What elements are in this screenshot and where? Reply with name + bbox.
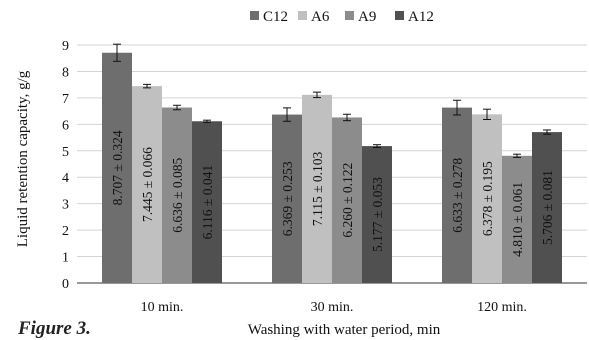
y-tick-label: 2	[62, 224, 69, 239]
legend-swatch-a12	[395, 11, 404, 20]
x-axis-ticks: 10 min. 30 min. 120 min.	[141, 300, 527, 315]
x-tick-label: 120 min.	[477, 300, 527, 315]
y-tick-label: 6	[62, 118, 69, 133]
x-tick-label: 30 min.	[311, 300, 354, 315]
legend-swatch-a6	[298, 11, 307, 20]
data-label: 7.115 ± 0.103	[310, 151, 325, 226]
bar-a9-1	[162, 107, 192, 283]
bar-a9-2	[332, 117, 362, 283]
bar-c12-1	[102, 52, 132, 283]
data-label: 6.378 ± 0.195	[480, 161, 495, 236]
data-label: 6.369 ± 0.253	[280, 161, 295, 236]
data-label: 4.810 ± 0.061	[510, 182, 525, 257]
legend-label-c12: C12	[263, 9, 288, 25]
bar-a6-1	[132, 86, 162, 283]
bar-a6-3	[472, 114, 502, 283]
bar-c12-3	[442, 107, 472, 284]
legend: C12 A6 A9 A12	[250, 9, 434, 25]
bar-a12-2	[362, 146, 392, 283]
y-tick-label: 3	[62, 198, 69, 213]
y-tick-label: 1	[62, 251, 69, 266]
legend-label-a12: A12	[408, 9, 434, 25]
y-axis-title: Liquid retention capacity, g/g	[15, 70, 31, 247]
data-label: 6.116 ± 0.041	[200, 165, 215, 239]
bar-a12-3	[532, 132, 562, 283]
y-tick-label: 0	[62, 277, 69, 292]
data-label: 5.706 ± 0.081	[540, 170, 555, 245]
bar-a6-2	[302, 94, 332, 283]
x-axis-title: Washing with water period, min	[248, 322, 441, 338]
bar-c12-2	[272, 114, 302, 283]
figure-caption: Figure 3.	[18, 318, 91, 339]
data-label: 7.445 ± 0.066	[140, 147, 155, 222]
bar-a12-1	[192, 121, 222, 283]
data-label: 6.636 ± 0.085	[170, 158, 185, 233]
y-tick-label: 9	[62, 39, 69, 54]
y-tick-label: 8	[62, 65, 69, 80]
x-tick-label: 10 min.	[141, 300, 184, 315]
y-tick-label: 5	[62, 145, 69, 160]
legend-swatch-c12	[250, 11, 259, 20]
y-axis-ticks: 0 1 2 3 4 5 6 7 8 9	[62, 39, 69, 292]
legend-label-a9: A9	[358, 9, 376, 25]
legend-label-a6: A6	[311, 9, 330, 25]
y-tick-label: 7	[62, 92, 69, 107]
bars: 8.707 ± 0.324 7.445 ± 0.066 6.636 ± 0.085 6…	[102, 43, 562, 284]
legend-swatch-a9	[345, 11, 354, 20]
data-label: 6.633 ± 0.278	[450, 158, 465, 233]
bar-a9-3	[502, 155, 532, 283]
data-label: 5.177 ± 0.053	[370, 177, 385, 252]
y-tick-label: 4	[62, 171, 69, 186]
data-label: 6.260 ± 0.122	[340, 163, 355, 238]
data-label: 8.707 ± 0.324	[110, 130, 125, 205]
